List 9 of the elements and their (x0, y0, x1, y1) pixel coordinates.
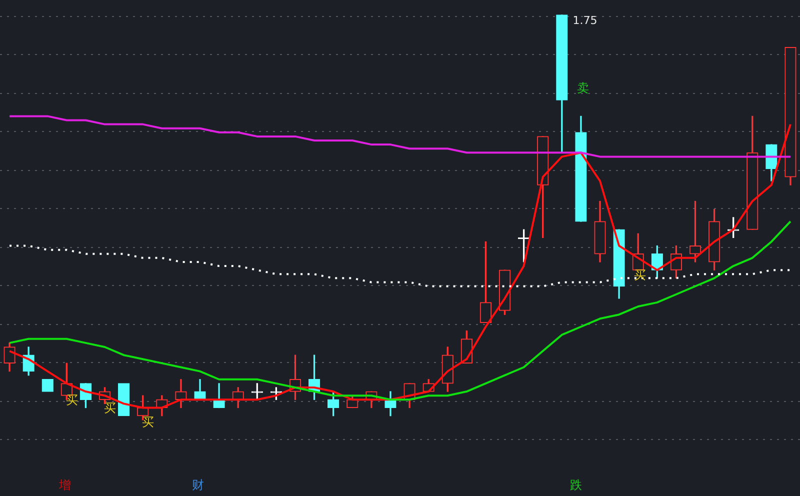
text: 跌 (570, 478, 582, 492)
annotation: 买 (142, 415, 154, 430)
annotation: 买 (66, 393, 78, 408)
text: 增 (58, 478, 71, 492)
annotation: 卖 (577, 81, 589, 96)
annotation: 买 (104, 401, 116, 416)
annotation: 1.75 (572, 14, 598, 27)
annotation: 买 (634, 268, 646, 282)
text: 财 (192, 478, 204, 492)
